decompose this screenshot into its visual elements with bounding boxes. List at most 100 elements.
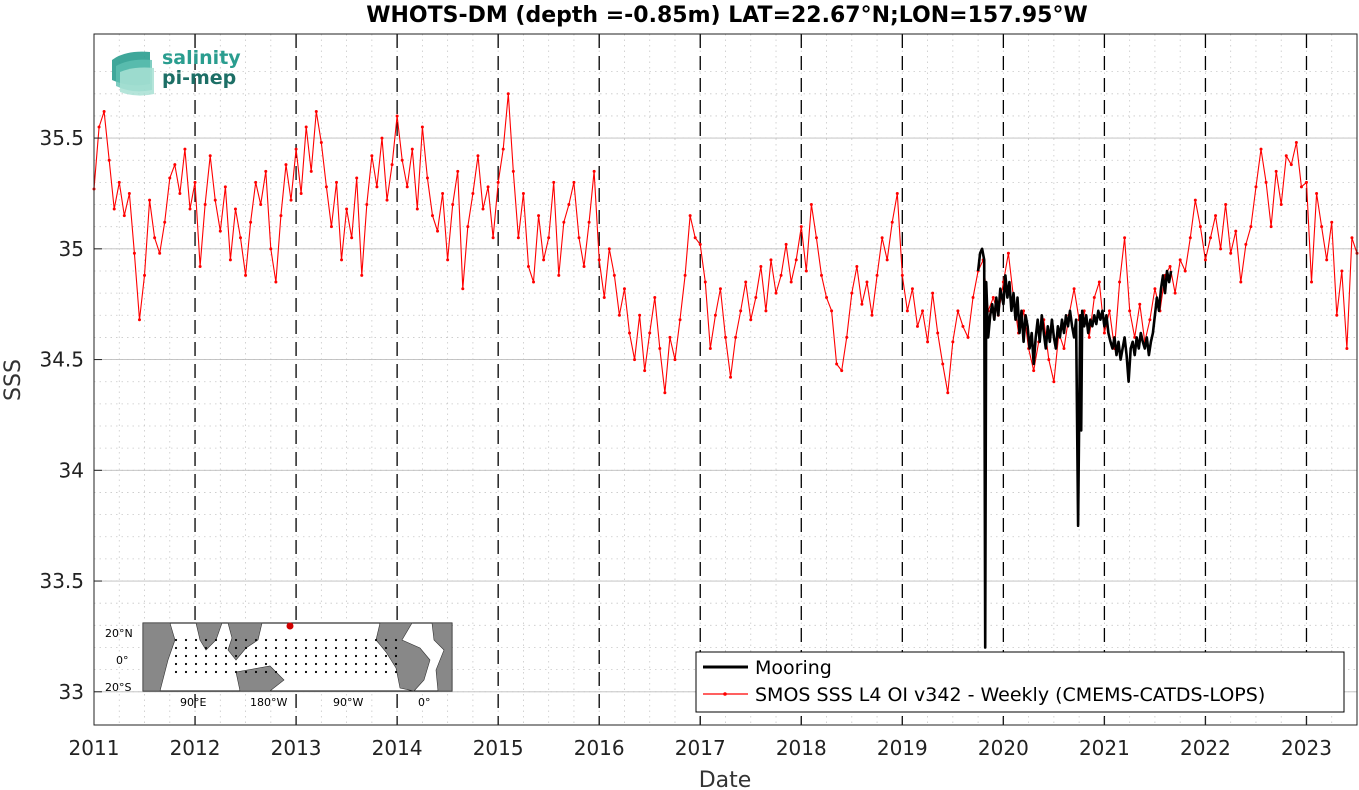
smos-point (122, 214, 126, 218)
smos-point (314, 110, 318, 114)
smos-point (617, 313, 621, 317)
inset-dot (334, 646, 338, 650)
smos-point (456, 169, 460, 173)
inset-dot (214, 670, 218, 674)
inset-dot (234, 662, 238, 666)
smos-point (936, 331, 940, 335)
smos-point (729, 375, 733, 379)
legend-label-mooring: Mooring (755, 657, 832, 679)
inset-dot (364, 670, 368, 674)
smos-point (552, 180, 556, 184)
smos-point (223, 185, 227, 189)
inset-dot (324, 662, 328, 666)
inset-dot (394, 638, 398, 642)
smos-point (1219, 247, 1223, 251)
inset-dot (184, 638, 188, 642)
smos-point (809, 203, 813, 207)
smos-point (577, 236, 581, 240)
smos-point (825, 296, 829, 300)
smos-point (213, 198, 217, 202)
inset-station-marker (286, 622, 294, 630)
smos-point (931, 291, 935, 295)
inset-dot (384, 662, 388, 666)
inset-dot (244, 638, 248, 642)
smos-point (784, 242, 788, 246)
smos-point (764, 309, 768, 313)
smos-point (1289, 163, 1293, 167)
smos-point (1183, 269, 1187, 273)
inset-dot (234, 670, 238, 674)
inset-dot (194, 654, 198, 658)
inset-dot (184, 670, 188, 674)
smos-point (724, 335, 727, 339)
smos-point (1128, 309, 1132, 313)
smos-point (178, 191, 182, 195)
smos-point (324, 185, 328, 189)
smos-point (602, 296, 606, 300)
smos-point (1123, 236, 1127, 240)
smos-point (845, 335, 849, 339)
inset-dot (354, 646, 358, 650)
inset-dot (394, 662, 398, 666)
x-tick-label: 2021 (1079, 736, 1130, 760)
inset-dot (284, 638, 288, 642)
smos-point (759, 265, 763, 269)
smos-point (855, 265, 859, 269)
inset-dot (304, 670, 308, 674)
smos-point (668, 335, 672, 339)
smos-point (1047, 358, 1051, 362)
inset-dot (384, 646, 388, 650)
smos-point (521, 191, 525, 195)
smos-point (1188, 236, 1192, 240)
smos-point (1294, 141, 1298, 145)
inset-dot (224, 670, 228, 674)
inset-dot (294, 654, 298, 658)
smos-point (547, 236, 551, 240)
x-tick-label: 2020 (978, 736, 1029, 760)
smos-point (1178, 258, 1182, 262)
smos-point (1102, 331, 1106, 335)
smos-point (481, 207, 485, 211)
smos-point (1284, 154, 1288, 158)
inset-dot (284, 662, 288, 666)
inset-dot (374, 662, 378, 666)
inset-dot (344, 670, 348, 674)
inset-dot (374, 670, 378, 674)
smos-point (774, 291, 778, 295)
smos-point (410, 147, 414, 151)
inset-dot (254, 662, 258, 666)
inset-dot (194, 670, 198, 674)
smos-point (1254, 185, 1258, 189)
inset-dot (394, 670, 398, 674)
inset-dot (174, 670, 178, 674)
smos-point (542, 258, 546, 262)
smos-point (360, 273, 364, 277)
smos-point (910, 287, 914, 291)
logo-text-salinity: salinity (162, 47, 241, 69)
inset-dot (224, 654, 228, 658)
smos-point (304, 125, 308, 129)
smos-point (329, 225, 333, 229)
smos-point (471, 191, 475, 195)
inset-dot (304, 638, 308, 642)
smos-point (461, 287, 465, 291)
inset-dot (244, 670, 248, 674)
y-tick-labels: 33 33.5 34 34.5 35 35.5 (39, 126, 102, 704)
smos-point (633, 358, 637, 362)
smos-point (900, 273, 904, 277)
smos-point (334, 180, 338, 184)
inset-dot (254, 646, 258, 650)
smos-point (1330, 220, 1334, 224)
inset-dot (214, 638, 218, 642)
smos-point (451, 203, 455, 207)
inset-dot (264, 638, 268, 642)
inset-dot (194, 662, 198, 666)
inset-dot (204, 670, 208, 674)
inset-dot (374, 638, 378, 642)
smos-point (1107, 309, 1111, 313)
x-tick-label: 2014 (372, 736, 423, 760)
inset-dot (294, 646, 298, 650)
smos-point (1279, 203, 1283, 207)
smos-point (516, 236, 520, 240)
